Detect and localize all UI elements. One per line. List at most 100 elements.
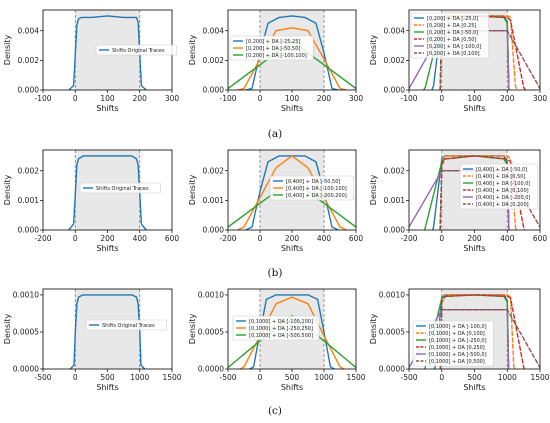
legend-label-1: Shifts Original Traces <box>96 186 149 192</box>
x-tick-label-4: 400 <box>500 234 515 243</box>
x-tick-label-1: -500 <box>219 373 236 382</box>
x-tick-label-5: 1500 <box>162 373 181 382</box>
x-axis-label: Shifts <box>463 383 485 392</box>
caption-a: (a) <box>268 128 282 140</box>
x-tick-label-4: 400 <box>133 234 148 243</box>
caption-b: (b) <box>268 267 283 279</box>
y-tick-label-3: 0.002 <box>384 166 406 175</box>
legend-box <box>95 44 177 56</box>
x-tick-label-1: -100 <box>400 94 417 103</box>
x-axis-label: Shifts <box>281 244 303 253</box>
x-tick-label-3: 500 <box>467 373 482 382</box>
y-tick-label-2: 0.002 <box>203 56 225 65</box>
y-tick-label-1: 0.000 <box>384 86 406 95</box>
panel-6: -200 0 200 400 600 0.000 0.001 0.002 Shifts Densi… <box>369 149 547 253</box>
x-tick-label-5: 600 <box>165 234 180 243</box>
legend-label-3: [0,200] + DA [-100,100] <box>246 53 307 59</box>
y-tick-label-3: 0.002 <box>18 166 40 175</box>
legend-label-1: [0,200] + DA [-25,25] <box>246 39 300 45</box>
legend: [0,400] + DA [-50,0][0,400] + DA [0,50] [… <box>459 163 539 210</box>
series-line-1 <box>68 155 147 230</box>
legend-label-6: [0,400] + DA [0,200] <box>476 202 529 208</box>
x-tick-label-2: 0 <box>439 373 444 382</box>
legend-label-2: [0,400] + DA [-100,100] <box>286 186 347 192</box>
x-tick-label-5: 300 <box>533 94 548 103</box>
x-tick-label-5: 1500 <box>346 373 365 382</box>
x-tick-label-3: 500 <box>100 373 115 382</box>
x-tick-label-3: 200 <box>467 234 482 243</box>
x-tick-label-1: -500 <box>34 373 51 382</box>
x-tick-label-1: -100 <box>34 94 51 103</box>
x-tick-label-4: 1000 <box>130 373 149 382</box>
x-axis-label: Shifts <box>96 383 118 392</box>
panel-8: -500 0 500 1000 1500 0.0000 0.0005 0.0010 Shifts… <box>188 288 366 392</box>
x-tick-label-2: 0 <box>258 373 263 382</box>
legend-label-1: [0,1000] + DA [-100,0] <box>429 324 487 330</box>
series-line-2 <box>239 296 345 369</box>
legend-label-1: [0,400] + DA [-50,0] <box>476 167 527 173</box>
legend-label-6: [0,200] + DA [0,100] <box>427 51 480 57</box>
legend: [0,1000] + DA [-100,100][0,1000] + DA [-… <box>232 315 320 341</box>
legend-label-4: [0,400] + DA [0,100] <box>476 188 529 194</box>
panel-2: -100 0 100 200 300 0.000 0.002 0.004 Shifts Densi… <box>188 9 364 113</box>
legend-label-1: [0,400] + DA [-50,50] <box>286 179 340 185</box>
panel-9: -500 0 500 1000 1500 0.0000 0.0005 0.0010 Shifts… <box>369 288 550 392</box>
legend-label-2: [0,400] + DA [0,50] <box>476 174 525 180</box>
legend: [0,200] + DA [-25,25][0,200] + DA [-50,5… <box>229 35 314 61</box>
x-tick-label-2: 0 <box>258 94 263 103</box>
x-tick-label-5: 300 <box>349 94 364 103</box>
x-tick-label-3: 100 <box>100 94 115 103</box>
y-tick-label-3: 0.004 <box>18 26 40 35</box>
x-tick-label-5: 600 <box>349 234 364 243</box>
legend-label-1: [0,1000] + DA [-100,100] <box>249 319 313 325</box>
y-tick-label-2: 0.001 <box>203 196 225 205</box>
y-tick-label-3: 0.004 <box>203 26 225 35</box>
legend-label-2: [0,200] + DA [0,25] <box>427 23 476 29</box>
x-axis-label: Shifts <box>281 104 303 113</box>
y-tick-label-3: 0.0010 <box>379 291 405 300</box>
legend-label-3: [0,1000] + DA [-500,500] <box>249 333 313 339</box>
x-tick-label-4: 200 <box>317 94 332 103</box>
legend-label-2: [0,200] + DA [-50,50] <box>246 46 300 52</box>
x-tick-label-5: 1500 <box>530 373 549 382</box>
x-tick-label-2: 0 <box>439 234 444 243</box>
x-tick-label-1: -500 <box>400 373 417 382</box>
x-tick-label-2: 0 <box>73 373 78 382</box>
legend-label-5: [0,200] + DA [-100,0] <box>427 44 481 50</box>
legend: Shifts Original Traces <box>79 182 161 194</box>
x-tick-label-3: 200 <box>100 234 115 243</box>
legend-box <box>229 35 314 61</box>
y-tick-label-1: 0.000 <box>203 226 225 235</box>
legend: [0,400] + DA [-50,50][0,400] + DA [-100,… <box>269 175 354 201</box>
y-axis-label: Density <box>188 35 197 66</box>
x-tick-label-3: 100 <box>467 94 482 103</box>
legend-label-4: [0,200] + DA [0,50] <box>427 37 476 43</box>
legend-label-2: [0,1000] + DA [-250,250] <box>249 326 313 332</box>
y-axis-label: Density <box>369 175 378 206</box>
legend-label-3: [0,1000] + DA [-250,0] <box>429 338 487 344</box>
y-tick-label-2: 0.002 <box>18 56 40 65</box>
x-tick-label-5: 300 <box>165 94 180 103</box>
panel-4: -200 0 200 400 600 0.000 0.001 0.002 Shifts Densi… <box>3 149 180 253</box>
legend-label-4: [0,1000] + DA [0,250] <box>429 345 485 351</box>
y-tick-label-3: 0.0010 <box>198 291 224 300</box>
legend: Shifts Original Traces <box>95 44 177 56</box>
x-axis-label: Shifts <box>96 104 118 113</box>
x-tick-label-2: 0 <box>73 94 78 103</box>
legend: [0,1000] + DA [-100,0][0,1000] + DA [0,1… <box>412 320 494 367</box>
legend-box <box>79 182 161 194</box>
y-tick-label-1: 0.0000 <box>13 365 39 374</box>
y-tick-label-1: 0.000 <box>384 226 406 235</box>
y-tick-label-1: 0.000 <box>203 86 225 95</box>
x-tick-label-1: -200 <box>400 234 417 243</box>
legend-box <box>85 319 167 331</box>
x-tick-label-3: 200 <box>285 234 300 243</box>
legend-label-1: Shifts Original Traces <box>102 323 155 329</box>
legend-label-1: [0,200] + DA [-25,0] <box>427 16 478 22</box>
x-tick-label-4: 1000 <box>498 373 517 382</box>
x-tick-label-4: 400 <box>317 234 332 243</box>
legend-label-3: [0,400] + DA [-200,200] <box>286 193 347 199</box>
series-line-4 <box>439 294 525 369</box>
y-tick-label-3: 0.002 <box>203 166 225 175</box>
x-tick-label-4: 200 <box>500 94 515 103</box>
